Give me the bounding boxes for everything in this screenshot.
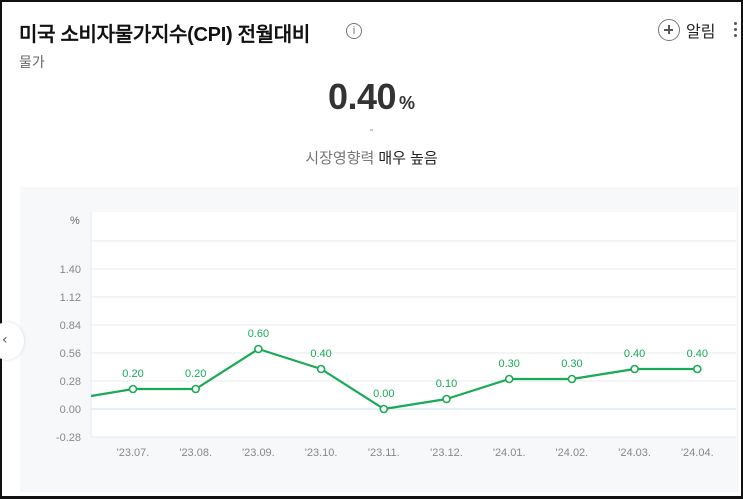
chevron-left-icon: ‹: [2, 332, 8, 348]
y-tick-label: 0.56: [60, 348, 81, 360]
more-menu-icon[interactable]: [734, 22, 738, 40]
value-unit: %: [399, 93, 416, 113]
current-value: 0.40%: [0, 76, 743, 118]
x-tick-label: '24.01.: [493, 447, 526, 459]
data-point: [191, 384, 200, 394]
y-tick-label: 1.40: [60, 264, 81, 276]
x-tick-label: '23.08.: [179, 447, 212, 459]
alarm-button[interactable]: 알림: [658, 18, 715, 42]
info-icon[interactable]: i: [346, 23, 362, 39]
x-tick-label: '24.03.: [618, 447, 651, 459]
data-label: 0.20: [185, 368, 206, 380]
plus-icon: [658, 19, 680, 41]
data-label: 0.10: [436, 378, 457, 390]
y-axis-unit: %: [70, 215, 80, 227]
data-point: [379, 404, 389, 414]
data-point: [254, 344, 263, 354]
data-point: [316, 364, 326, 374]
data-label: 0.60: [248, 328, 269, 340]
y-tick-label: 1.12: [60, 292, 81, 304]
x-tick-label: '23.10.: [305, 447, 338, 459]
market-impact: 시장영향력 매우 높음: [0, 147, 743, 168]
x-tick-label: '24.04.: [681, 447, 714, 459]
data-label: 0.30: [561, 358, 582, 370]
data-label: 0.20: [122, 368, 143, 380]
data-point: [567, 374, 577, 384]
data-label: 0.30: [498, 358, 519, 370]
impact-label: 시장영향력: [305, 150, 375, 167]
change-indicator: -: [369, 122, 374, 136]
data-point: [630, 364, 639, 374]
x-tick-label: '23.12.: [430, 447, 463, 459]
x-tick-label: '23.09.: [242, 447, 275, 459]
data-point: [504, 374, 514, 384]
data-label: 0.40: [310, 348, 331, 360]
category-label: 물가: [19, 54, 45, 70]
x-tick-label: '23.11.: [368, 447, 400, 459]
x-tick-label: '24.02.: [556, 447, 589, 459]
alarm-label: 알림: [686, 24, 716, 41]
data-point: [692, 364, 702, 374]
value-number: 0.40: [327, 76, 397, 117]
data-point: [128, 384, 138, 394]
y-tick-label: 0.84: [60, 320, 81, 332]
y-tick-label: -0.28: [56, 432, 81, 444]
data-label: 0.00: [373, 388, 394, 400]
page-title: 미국 소비자물가지수(CPI) 전월대비: [19, 24, 310, 46]
impact-value: 매우 높음: [378, 150, 438, 167]
data-label: 0.40: [687, 348, 708, 360]
x-tick-label: '23.07.: [117, 447, 150, 459]
y-tick-label: 0.00: [60, 404, 81, 416]
data-label: 0.40: [624, 348, 645, 360]
data-point: [442, 394, 451, 404]
y-tick-label: 0.28: [60, 376, 81, 388]
